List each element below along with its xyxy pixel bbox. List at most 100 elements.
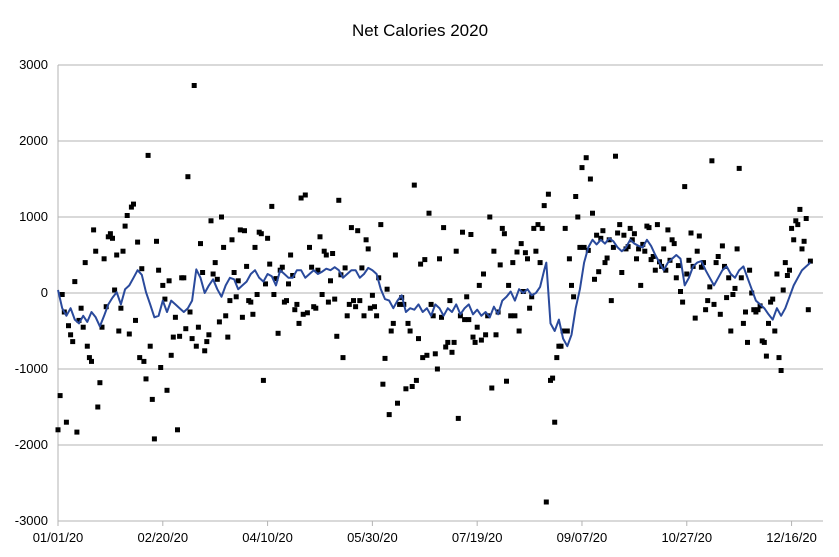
data-point: [457, 313, 463, 319]
data-point: [805, 307, 811, 313]
data-point: [239, 314, 245, 320]
data-point: [344, 313, 350, 319]
data-point: [743, 309, 748, 315]
data-point: [594, 232, 600, 238]
data-point: [550, 375, 556, 381]
data-point: [437, 256, 442, 262]
data-point: [715, 254, 721, 259]
data-point: [103, 304, 109, 310]
data-point: [652, 267, 658, 273]
x-axis-tick-labels: 01/01/20 02/20/20 04/10/20 05/30/20 07/19/20…: [33, 521, 817, 545]
data-point: [449, 349, 455, 355]
trend-line-path: [57, 237, 812, 348]
data-point: [621, 232, 627, 238]
data-point: [147, 343, 153, 349]
data-point: [610, 244, 616, 250]
data-point: [84, 343, 90, 349]
data-point: [403, 386, 409, 392]
data-point: [231, 270, 237, 275]
data-point: [227, 298, 233, 304]
data-point: [158, 365, 164, 370]
data-point: [372, 304, 377, 310]
data-point: [669, 237, 675, 243]
data-point: [577, 244, 583, 250]
data-point: [684, 271, 690, 277]
data-point: [216, 319, 222, 325]
data-point: [579, 165, 585, 171]
data-point: [195, 324, 201, 330]
data-point: [363, 237, 369, 243]
data-point: [418, 261, 424, 267]
data-point: [290, 273, 296, 278]
data-point: [642, 248, 648, 254]
data-point: [413, 377, 419, 383]
data-point: [223, 313, 229, 319]
data-point: [172, 314, 178, 320]
data-point: [82, 260, 88, 266]
data-point: [269, 203, 275, 209]
data-point: [640, 241, 646, 247]
data-point: [780, 287, 786, 293]
data-point: [313, 305, 319, 311]
data-point: [749, 290, 755, 296]
data-point: [378, 222, 384, 228]
data-point: [191, 83, 197, 88]
data-point: [533, 248, 539, 254]
data-point: [634, 256, 639, 262]
data-point: [292, 307, 298, 313]
data-point: [789, 225, 795, 231]
data-point: [562, 225, 568, 231]
data-point: [665, 227, 671, 233]
data-point: [66, 323, 71, 329]
data-point: [416, 336, 421, 342]
data-point: [552, 419, 558, 425]
data-point: [114, 252, 120, 258]
data-point: [369, 292, 375, 298]
chart-title: Net Calories 2020: [352, 21, 488, 40]
data-point: [501, 231, 507, 237]
data-point: [487, 214, 493, 220]
data-point: [688, 230, 694, 236]
data-point: [506, 282, 512, 288]
data-point: [464, 294, 470, 300]
data-point: [793, 218, 799, 224]
data-point: [112, 287, 118, 293]
data-point: [91, 227, 97, 233]
data-point: [122, 223, 128, 229]
data-point: [315, 267, 321, 273]
data-point: [797, 206, 803, 212]
data-point: [407, 328, 413, 334]
data-point: [298, 195, 304, 201]
data-point: [636, 246, 642, 252]
data-point: [717, 311, 723, 317]
data-point: [554, 355, 560, 361]
data-point: [654, 222, 660, 228]
data-point: [348, 225, 354, 231]
data-point: [317, 234, 323, 240]
data-point: [439, 314, 444, 320]
data-point: [426, 210, 432, 216]
data-point: [719, 243, 725, 249]
data-point: [89, 358, 94, 364]
data-point: [671, 241, 677, 247]
data-point: [424, 352, 430, 358]
data-point: [675, 263, 681, 269]
y-tick-label: 1000: [19, 209, 48, 224]
data-point: [724, 295, 730, 301]
data-point: [476, 282, 482, 288]
data-point: [409, 384, 415, 389]
data-point: [535, 222, 541, 228]
data-point: [590, 210, 595, 216]
data-point: [518, 241, 524, 247]
data-point: [332, 296, 338, 302]
data-point: [124, 213, 130, 218]
data-point: [543, 499, 549, 505]
data-point: [271, 292, 277, 297]
data-point: [168, 352, 174, 358]
data-point: [204, 339, 210, 345]
data-point: [608, 298, 614, 304]
data-point: [472, 339, 478, 345]
data-point: [755, 307, 761, 313]
data-point: [164, 387, 170, 393]
